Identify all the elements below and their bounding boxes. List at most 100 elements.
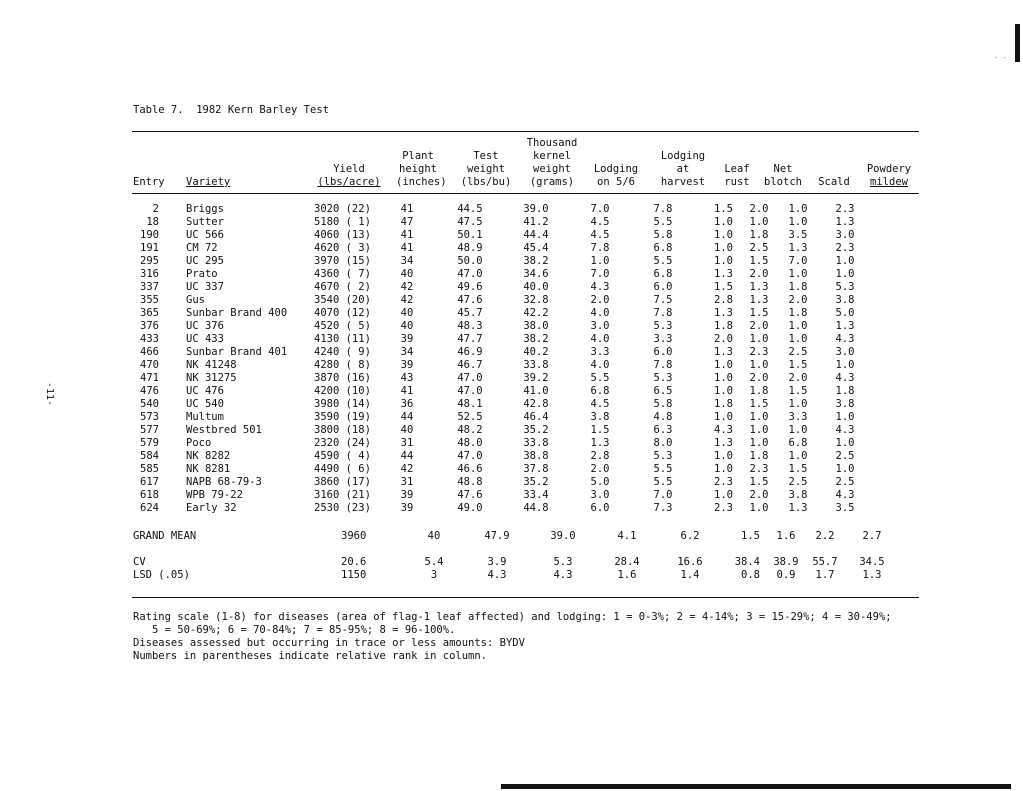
cell-test-weight: 47.0 xyxy=(457,450,483,462)
cell-lodging-56: 2.8 xyxy=(590,450,610,462)
cell-net-blotch: 1.8 xyxy=(749,385,769,397)
header-line: rust xyxy=(724,176,750,188)
cell-scald: 1.0 xyxy=(788,450,808,462)
summary-kernel-weight: 5.3 xyxy=(553,556,573,568)
header-line xyxy=(133,137,173,150)
cell-yield: 3590 (19) xyxy=(314,411,371,423)
header-line xyxy=(133,150,173,163)
cell-plant-height: 42 xyxy=(400,281,414,293)
cell-scald: 1.8 xyxy=(788,281,808,293)
header-line: Leaf xyxy=(724,163,750,175)
summary-leaf-rust: 38.4 xyxy=(734,556,760,568)
cell-powdery-mildew: 3.0 xyxy=(835,229,855,241)
cell-powdery-mildew: 4.3 xyxy=(835,333,855,345)
cell-leaf-rust: 1.0 xyxy=(714,359,733,371)
table-row: 191 CM 72 4620 ( 3) 41 48.9 45.4 7.8 6.8 1.0 2.5 1… xyxy=(133,242,873,255)
header-line: Lodging xyxy=(593,163,639,175)
cell-powdery-mildew: 1.3 xyxy=(835,216,855,228)
cell-yield: 4280 ( 8) xyxy=(314,359,371,371)
cell-entry: 316 xyxy=(140,268,159,280)
cell-lodging-56: 1.0 xyxy=(590,255,610,267)
summary-lodging-56: 4.1 xyxy=(617,530,637,542)
cell-leaf-rust: 1.0 xyxy=(714,242,733,254)
cell-lodging-56: 3.3 xyxy=(590,346,610,358)
cell-lodging-harvest: 7.5 xyxy=(653,294,673,306)
summary-net-blotch: 38.9 xyxy=(773,556,799,568)
cell-entry: 618 xyxy=(140,489,159,501)
cell-kernel-weight: 35.2 xyxy=(523,424,549,436)
cell-yield: 4620 ( 3) xyxy=(314,242,371,254)
cell-leaf-rust: 1.0 xyxy=(714,255,733,267)
table-row: 617 NAPB 68-79-3 3860 (17) 31 48.8 35.2 5.0 5.5… xyxy=(133,476,873,489)
cell-leaf-rust: 1.0 xyxy=(714,450,733,462)
cell-variety: NK 31275 xyxy=(186,372,237,384)
cell-yield: 3540 (20) xyxy=(314,294,371,306)
cell-yield: 3160 (21) xyxy=(314,489,371,501)
cell-powdery-mildew: 3.0 xyxy=(835,346,855,358)
cell-yield: 3860 (17) xyxy=(314,476,371,488)
cell-variety: Prato xyxy=(186,268,218,280)
header-entry: Entry xyxy=(133,137,173,189)
cell-leaf-rust: 1.0 xyxy=(714,411,733,423)
cell-lodging-harvest: 5.5 xyxy=(653,463,673,475)
header-line xyxy=(720,150,754,163)
cell-net-blotch: 2.3 xyxy=(749,346,769,358)
cell-leaf-rust: 1.3 xyxy=(714,437,733,449)
cell-lodging-56: 6.8 xyxy=(590,385,610,397)
cell-variety: Early 32 xyxy=(186,502,237,514)
cell-leaf-rust: 1.0 xyxy=(714,216,733,228)
cell-lodging-56: 4.5 xyxy=(590,216,610,228)
cell-lodging-56: 7.0 xyxy=(590,203,610,215)
header-line: (inches) xyxy=(396,176,447,188)
header-line xyxy=(396,137,440,150)
cell-plant-height: 44 xyxy=(400,450,414,462)
cell-scald: 1.0 xyxy=(788,320,808,332)
header-line xyxy=(186,150,266,163)
table-row: 470 NK 41248 4280 ( 8) 39 46.7 33.8 4.0 7.8 1.0 1… xyxy=(133,359,873,372)
header-line xyxy=(860,150,918,163)
cell-net-blotch: 1.8 xyxy=(749,229,769,241)
header-line xyxy=(762,150,804,163)
cell-test-weight: 49.6 xyxy=(457,281,483,293)
cell-leaf-rust: 1.3 xyxy=(714,268,733,280)
header-lodging-harvest: Lodging at harvest xyxy=(656,137,710,189)
cell-yield: 4670 ( 2) xyxy=(314,281,371,293)
cell-lodging-harvest: 6.0 xyxy=(653,281,673,293)
summary-test-weight: 47.9 xyxy=(484,530,510,542)
cell-powdery-mildew: 2.3 xyxy=(835,203,855,215)
cell-plant-height: 36 xyxy=(400,398,414,410)
cell-entry: 337 xyxy=(140,281,159,293)
cell-test-weight: 47.0 xyxy=(457,268,483,280)
table-bottom-rule xyxy=(132,597,919,598)
cell-leaf-rust: 1.0 xyxy=(714,372,733,384)
table-row: 433 UC 433 4130 (11) 39 47.7 38.2 4.0 3.3 2.0 1.0… xyxy=(133,333,873,346)
cell-test-weight: 45.7 xyxy=(457,307,483,319)
cell-lodging-harvest: 7.0 xyxy=(653,489,673,501)
header-net-blotch: Net blotch xyxy=(762,137,804,189)
cell-scald: 1.0 xyxy=(788,333,808,345)
cell-variety: UC 337 xyxy=(186,281,224,293)
header-scald: Scald xyxy=(814,137,854,189)
cell-yield: 3020 (22) xyxy=(314,203,371,215)
cell-plant-height: 39 xyxy=(400,489,414,501)
cell-leaf-rust: 2.3 xyxy=(714,476,733,488)
cell-entry: 376 xyxy=(140,320,159,332)
cell-powdery-mildew: 1.0 xyxy=(835,437,855,449)
cell-lodging-56: 4.0 xyxy=(590,359,610,371)
table-row: 355 Gus 3540 (20) 42 47.6 32.8 2.0 7.5 2.8 1.3 2.0… xyxy=(133,294,873,307)
header-line: blotch xyxy=(764,176,802,188)
table-row: 376 UC 376 4520 ( 5) 40 48.3 38.0 3.0 5.3 1.8 2.0… xyxy=(133,320,873,333)
summary-lodging-56: 28.4 xyxy=(614,556,640,568)
cell-test-weight: 47.5 xyxy=(457,216,483,228)
footnotes: Rating scale (1-8) for diseases (area of… xyxy=(133,611,892,663)
cell-leaf-rust: 1.5 xyxy=(714,281,733,293)
cell-lodging-56: 3.0 xyxy=(590,320,610,332)
cell-entry: 433 xyxy=(140,333,159,345)
cell-variety: UC 433 xyxy=(186,333,224,345)
cell-lodging-56: 5.5 xyxy=(590,372,610,384)
cell-plant-height: 39 xyxy=(400,333,414,345)
cell-lodging-56: 4.0 xyxy=(590,307,610,319)
header-line: height xyxy=(399,163,437,175)
cell-variety: CM 72 xyxy=(186,242,218,254)
cell-lodging-56: 4.3 xyxy=(590,281,610,293)
